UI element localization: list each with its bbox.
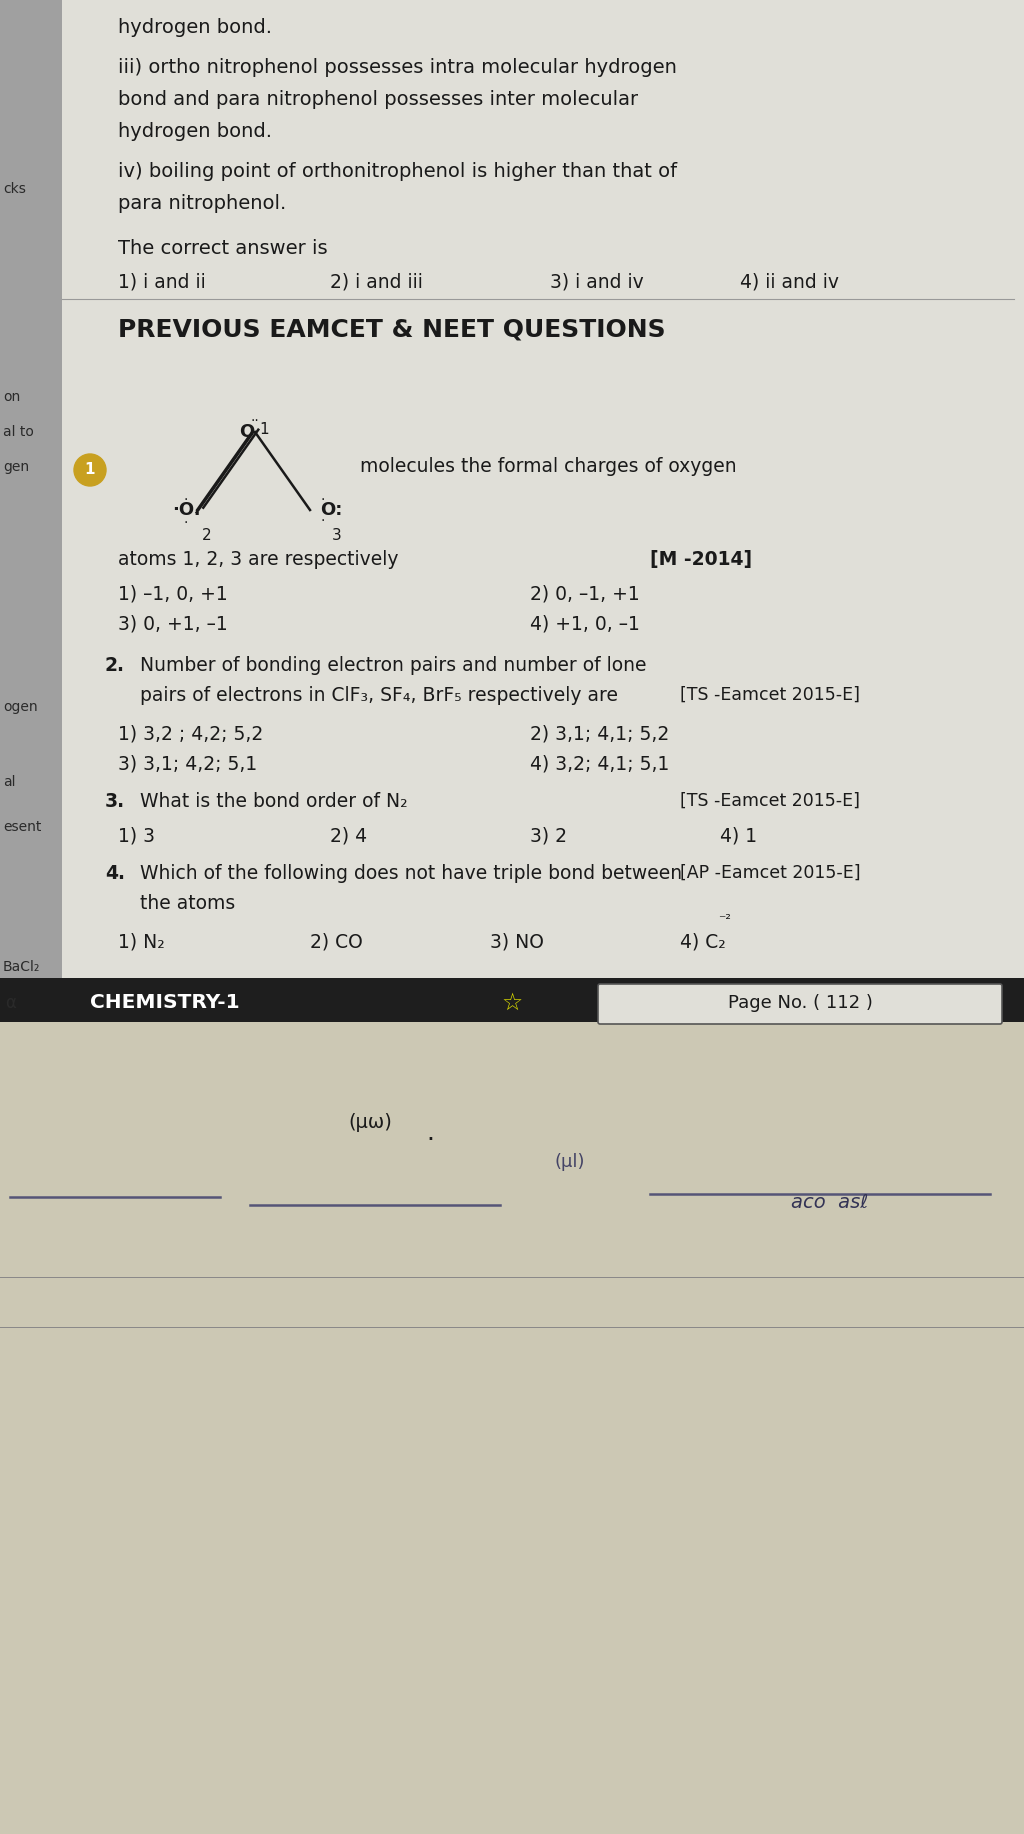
Text: ⁻²: ⁻² — [718, 913, 731, 926]
Text: ·: · — [184, 493, 188, 506]
Text: ·O.: ·O. — [172, 501, 201, 519]
Text: What is the bond order of N₂: What is the bond order of N₂ — [140, 792, 408, 811]
FancyBboxPatch shape — [598, 985, 1002, 1023]
Text: al to: al to — [3, 425, 34, 438]
Bar — [0, 978, 1024, 1022]
Text: 2) CO: 2) CO — [310, 932, 362, 952]
Text: Which of the following does not have triple bond between: Which of the following does not have tri… — [140, 864, 682, 882]
Text: al: al — [3, 776, 15, 789]
Text: 2) 0, –1, +1: 2) 0, –1, +1 — [530, 583, 640, 603]
Text: pairs of electrons in ClF₃, SF₄, BrF₅ respectively are: pairs of electrons in ClF₃, SF₄, BrF₅ re… — [140, 686, 618, 704]
Text: 1) N₂: 1) N₂ — [118, 932, 165, 952]
Text: 3.: 3. — [105, 792, 125, 811]
Text: 1) i and ii: 1) i and ii — [118, 273, 206, 292]
Text: 3) NO: 3) NO — [490, 932, 544, 952]
Text: 3: 3 — [332, 528, 342, 543]
Text: ·: · — [184, 515, 188, 530]
Text: ☆: ☆ — [502, 990, 522, 1014]
Text: hydrogen bond.: hydrogen bond. — [118, 123, 272, 141]
Text: 2) 4: 2) 4 — [330, 825, 368, 845]
Text: 2) i and iii: 2) i and iii — [330, 273, 423, 292]
Text: 4) ii and iv: 4) ii and iv — [740, 273, 839, 292]
Text: atoms 1, 2, 3 are respectively: atoms 1, 2, 3 are respectively — [118, 550, 398, 569]
Bar — [62, 0, 1024, 1396]
Text: Number of bonding electron pairs and number of lone: Number of bonding electron pairs and num… — [140, 657, 646, 675]
Text: BaCl₂: BaCl₂ — [3, 959, 40, 974]
Text: least: least — [3, 1005, 37, 1020]
Text: on: on — [3, 391, 20, 403]
Text: aco  asℓ: aco asℓ — [792, 1192, 868, 1212]
Text: 4) +1, 0, –1: 4) +1, 0, –1 — [530, 614, 640, 633]
Text: Page No. ( 112 ): Page No. ( 112 ) — [728, 994, 872, 1012]
Bar — [0, 1022, 1024, 1834]
Text: ·: · — [319, 493, 325, 506]
Text: (μl): (μl) — [555, 1154, 586, 1170]
Text: iv) boiling point of orthonitrophenol is higher than that of: iv) boiling point of orthonitrophenol is… — [118, 161, 677, 182]
Text: 4) 3,2; 4,1; 5,1: 4) 3,2; 4,1; 5,1 — [530, 754, 670, 772]
Text: O: O — [240, 424, 255, 440]
Text: [TS -Eamcet 2015-E]: [TS -Eamcet 2015-E] — [680, 792, 860, 811]
Text: cks: cks — [3, 182, 26, 196]
Text: PREVIOUS EAMCET & NEET QUESTIONS: PREVIOUS EAMCET & NEET QUESTIONS — [118, 317, 666, 341]
Text: The correct answer is: The correct answer is — [118, 238, 328, 259]
Text: 4) 1: 4) 1 — [720, 825, 757, 845]
Text: iii) ortho nitrophenol possesses intra molecular hydrogen: iii) ortho nitrophenol possesses intra m… — [118, 59, 677, 77]
Text: 3) 0, +1, –1: 3) 0, +1, –1 — [118, 614, 227, 633]
Bar — [0, 0, 62, 1834]
Text: 2) 3,1; 4,1; 5,2: 2) 3,1; 4,1; 5,2 — [530, 724, 670, 743]
Text: hydrogen bond.: hydrogen bond. — [118, 18, 272, 37]
Text: (μω): (μω) — [348, 1113, 392, 1132]
Text: 1: 1 — [85, 462, 95, 477]
Text: 4) C₂: 4) C₂ — [680, 932, 726, 952]
Text: 3) 3,1; 4,2; 5,1: 3) 3,1; 4,2; 5,1 — [118, 754, 257, 772]
Text: 1) 3: 1) 3 — [118, 825, 155, 845]
Text: 2.: 2. — [105, 657, 125, 675]
Text: α: α — [5, 994, 16, 1012]
Text: gen: gen — [3, 460, 29, 473]
Text: bond and para nitrophenol possesses inter molecular: bond and para nitrophenol possesses inte… — [118, 90, 638, 108]
Text: esent: esent — [3, 820, 41, 834]
Text: [AP -Eamcet 2015-E]: [AP -Eamcet 2015-E] — [680, 864, 860, 882]
Text: ·: · — [319, 514, 325, 528]
Text: 1) –1, 0, +1: 1) –1, 0, +1 — [118, 583, 227, 603]
Text: 1) 3,2 ; 4,2; 5,2: 1) 3,2 ; 4,2; 5,2 — [118, 724, 263, 743]
Text: [TS -Eamcet 2015-E]: [TS -Eamcet 2015-E] — [680, 686, 860, 704]
Text: 3) i and iv: 3) i and iv — [550, 273, 644, 292]
Text: the atoms: the atoms — [140, 893, 236, 913]
Text: ··: ·· — [251, 414, 259, 427]
Circle shape — [74, 455, 106, 486]
Text: 1: 1 — [259, 422, 268, 436]
Text: molecules the formal charges of oxygen: molecules the formal charges of oxygen — [360, 457, 736, 477]
Text: O:: O: — [319, 501, 342, 519]
Text: ·: · — [426, 1128, 434, 1152]
Text: para nitrophenol.: para nitrophenol. — [118, 194, 287, 213]
Text: 3) 2: 3) 2 — [530, 825, 567, 845]
Text: CHEMISTRY-1: CHEMISTRY-1 — [90, 994, 240, 1012]
Text: [M -2014]: [M -2014] — [650, 550, 752, 569]
Text: 2: 2 — [202, 528, 212, 543]
Text: 4.: 4. — [105, 864, 125, 882]
Text: ogen: ogen — [3, 701, 38, 713]
